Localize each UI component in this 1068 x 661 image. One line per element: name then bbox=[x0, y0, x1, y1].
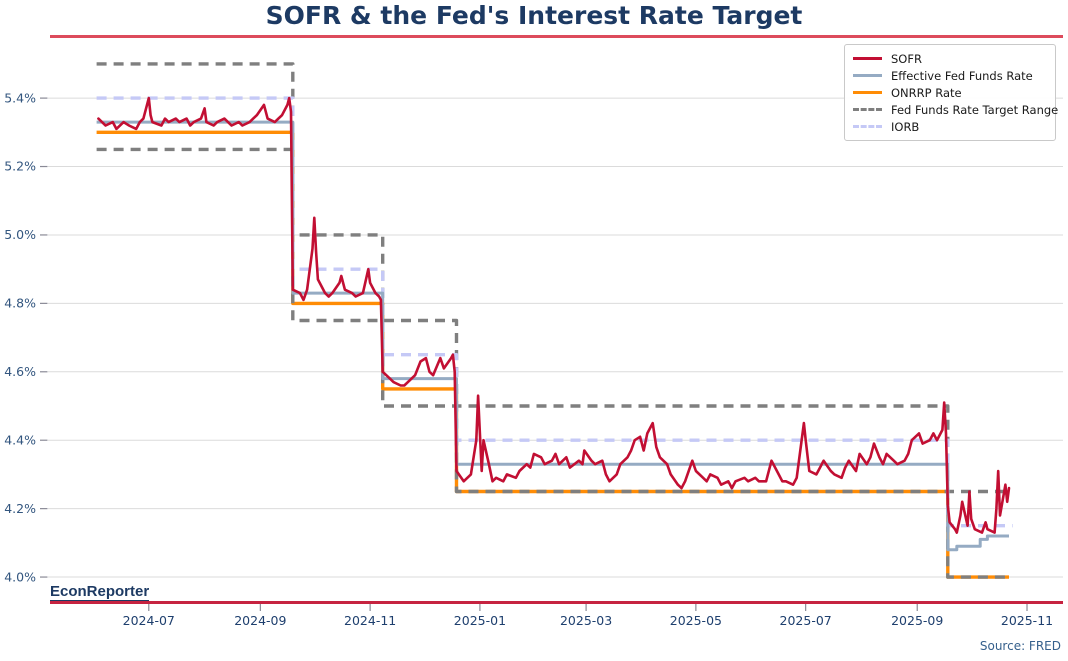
x-tick-label: 2024-07 bbox=[123, 613, 175, 628]
x-tick-label: 2025-01 bbox=[454, 613, 506, 628]
y-tick-label: 4.4% bbox=[4, 432, 36, 447]
x-tick-label: 2024-09 bbox=[234, 613, 286, 628]
legend-label: Fed Funds Rate Target Range bbox=[891, 102, 1059, 117]
y-tick-label: 4.8% bbox=[4, 296, 36, 311]
legend-swatch-solid bbox=[853, 57, 882, 60]
y-tick-label: 4.0% bbox=[4, 569, 36, 584]
legend-item-fed-funds-rate-target-range: Fed Funds Rate Target Range bbox=[853, 101, 1058, 118]
source-note: Source: FRED bbox=[979, 639, 1061, 653]
y-tick-label: 5.2% bbox=[4, 159, 36, 174]
series-target-range-lower bbox=[96, 147, 1009, 579]
chart-title: SOFR & the Fed's Interest Rate Target bbox=[265, 1, 803, 30]
legend-item-sofr: SOFR bbox=[853, 50, 1047, 67]
legend: SOFR Effective Fed Funds Rate ONRRP Rate Fe… bbox=[844, 44, 1058, 141]
series-effr bbox=[96, 120, 1009, 552]
x-tick-label: 2025-11 bbox=[1001, 613, 1053, 628]
legend-label: ONRRP Rate bbox=[891, 85, 962, 100]
legend-item-effective-fed-funds-rate: Effective Fed Funds Rate bbox=[853, 67, 1047, 84]
legend-label: Effective Fed Funds Rate bbox=[891, 68, 1033, 83]
y-tick-label: 4.6% bbox=[4, 364, 36, 379]
series-sofr bbox=[97, 96, 1011, 534]
x-tick-label: 2025-05 bbox=[670, 613, 722, 628]
footer-divider bbox=[50, 601, 1063, 604]
legend-label: SOFR bbox=[891, 51, 922, 66]
legend-item-onrrp-rate: ONRRP Rate bbox=[853, 84, 1047, 101]
y-tick-label: 5.0% bbox=[4, 227, 36, 242]
legend-swatch-solid bbox=[853, 74, 882, 77]
legend-swatch-dashed bbox=[853, 125, 882, 128]
x-tick-label: 2025-03 bbox=[560, 613, 612, 628]
x-tick-label: 2025-07 bbox=[780, 613, 832, 628]
brand-econreporter: EconReporter bbox=[50, 583, 150, 602]
legend-swatch-solid bbox=[853, 91, 882, 94]
x-tick-label: 2024-11 bbox=[344, 613, 396, 628]
legend-label: IORB bbox=[891, 119, 920, 134]
y-tick-label: 4.2% bbox=[4, 501, 36, 516]
title-divider bbox=[50, 35, 1063, 38]
series-onrrp bbox=[96, 130, 1009, 579]
y-tick-label: 5.4% bbox=[4, 90, 36, 105]
legend-item-iorb: IORB bbox=[853, 118, 1047, 135]
x-tick-label: 2025-09 bbox=[891, 613, 943, 628]
legend-swatch-dashed bbox=[853, 108, 882, 111]
series-iorb bbox=[96, 96, 1013, 528]
